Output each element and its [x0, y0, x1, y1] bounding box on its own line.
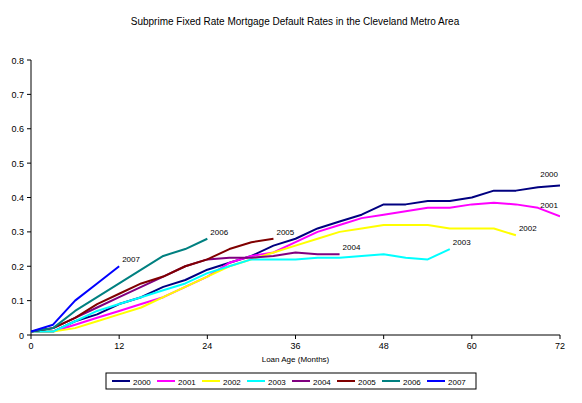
series-line [31, 203, 560, 332]
y-tick-label: 0.2 [11, 262, 24, 272]
background [0, 0, 582, 403]
x-tick [207, 335, 208, 339]
legend-label: 2002 [223, 378, 241, 387]
series-line [31, 253, 340, 332]
legend-box [106, 373, 476, 389]
y-tick-label: 0.6 [11, 124, 24, 134]
legend-label: 2005 [358, 378, 376, 387]
x-tick [383, 335, 384, 339]
x-axis-label: Loan Age (Months) [262, 355, 330, 364]
x-tick [31, 335, 32, 339]
y-tick [27, 300, 31, 301]
y-tick-label: 0.5 [11, 159, 24, 169]
series-end-label: 2001 [540, 201, 558, 210]
x-tick [560, 335, 561, 339]
y-tick [27, 335, 31, 336]
series-end-label: 2006 [210, 228, 228, 237]
x-tick-label: 0 [28, 341, 33, 351]
y-tick [27, 60, 31, 61]
legend-swatch [382, 380, 400, 382]
y-tick [27, 128, 31, 129]
legend-label: 2001 [178, 378, 196, 387]
y-tick [27, 266, 31, 267]
x-tick-label: 36 [290, 341, 300, 351]
y-tick-label: 0.8 [11, 56, 24, 66]
y-tick [27, 231, 31, 232]
legend-label: 2004 [313, 378, 331, 387]
legend-label: 2003 [268, 378, 286, 387]
x-tick [471, 335, 472, 339]
series-line [31, 239, 273, 332]
series-line [31, 225, 516, 332]
y-tick [27, 197, 31, 198]
legend-swatch [247, 380, 265, 382]
series-end-label: 2003 [453, 238, 471, 247]
y-tick-label: 0.4 [11, 193, 24, 203]
series-line [31, 249, 450, 332]
x-tick-label: 60 [467, 341, 477, 351]
x-tick-label: 24 [202, 341, 212, 351]
series-end-label: 2000 [540, 170, 558, 179]
series-line [31, 239, 207, 332]
y-tick-label: 0 [19, 331, 24, 341]
series-end-label: 2004 [343, 243, 361, 252]
legend-swatch [202, 380, 220, 382]
y-tick-label: 0.1 [11, 296, 24, 306]
title: Subprime Fixed Rate Mortgage Default Rat… [131, 16, 460, 27]
series-line [31, 185, 560, 331]
y-tick-label: 0.7 [11, 90, 24, 100]
y-tick [27, 94, 31, 95]
legend-swatch [112, 380, 130, 382]
series-line [31, 266, 119, 331]
legend-swatch [427, 380, 445, 382]
legend-swatch [337, 380, 355, 382]
legend-swatch [157, 380, 175, 382]
y-tick-label: 0.3 [11, 227, 24, 237]
series-end-label: 2007 [122, 255, 140, 264]
chart: Subprime Fixed Rate Mortgage Default Rat… [0, 0, 582, 403]
x-tick-label: 12 [114, 341, 124, 351]
legend-label: 2000 [133, 378, 151, 387]
series-group [31, 185, 560, 331]
x-tick [119, 335, 120, 339]
legend-label: 2006 [403, 378, 421, 387]
x-tick-label: 72 [555, 341, 565, 351]
x-tick-label: 48 [379, 341, 389, 351]
series-end-label: 2005 [276, 228, 294, 237]
legend-swatch [292, 380, 310, 382]
series-end-label: 2002 [519, 224, 537, 233]
y-tick [27, 163, 31, 164]
legend-label: 2007 [448, 378, 466, 387]
x-tick [295, 335, 296, 339]
